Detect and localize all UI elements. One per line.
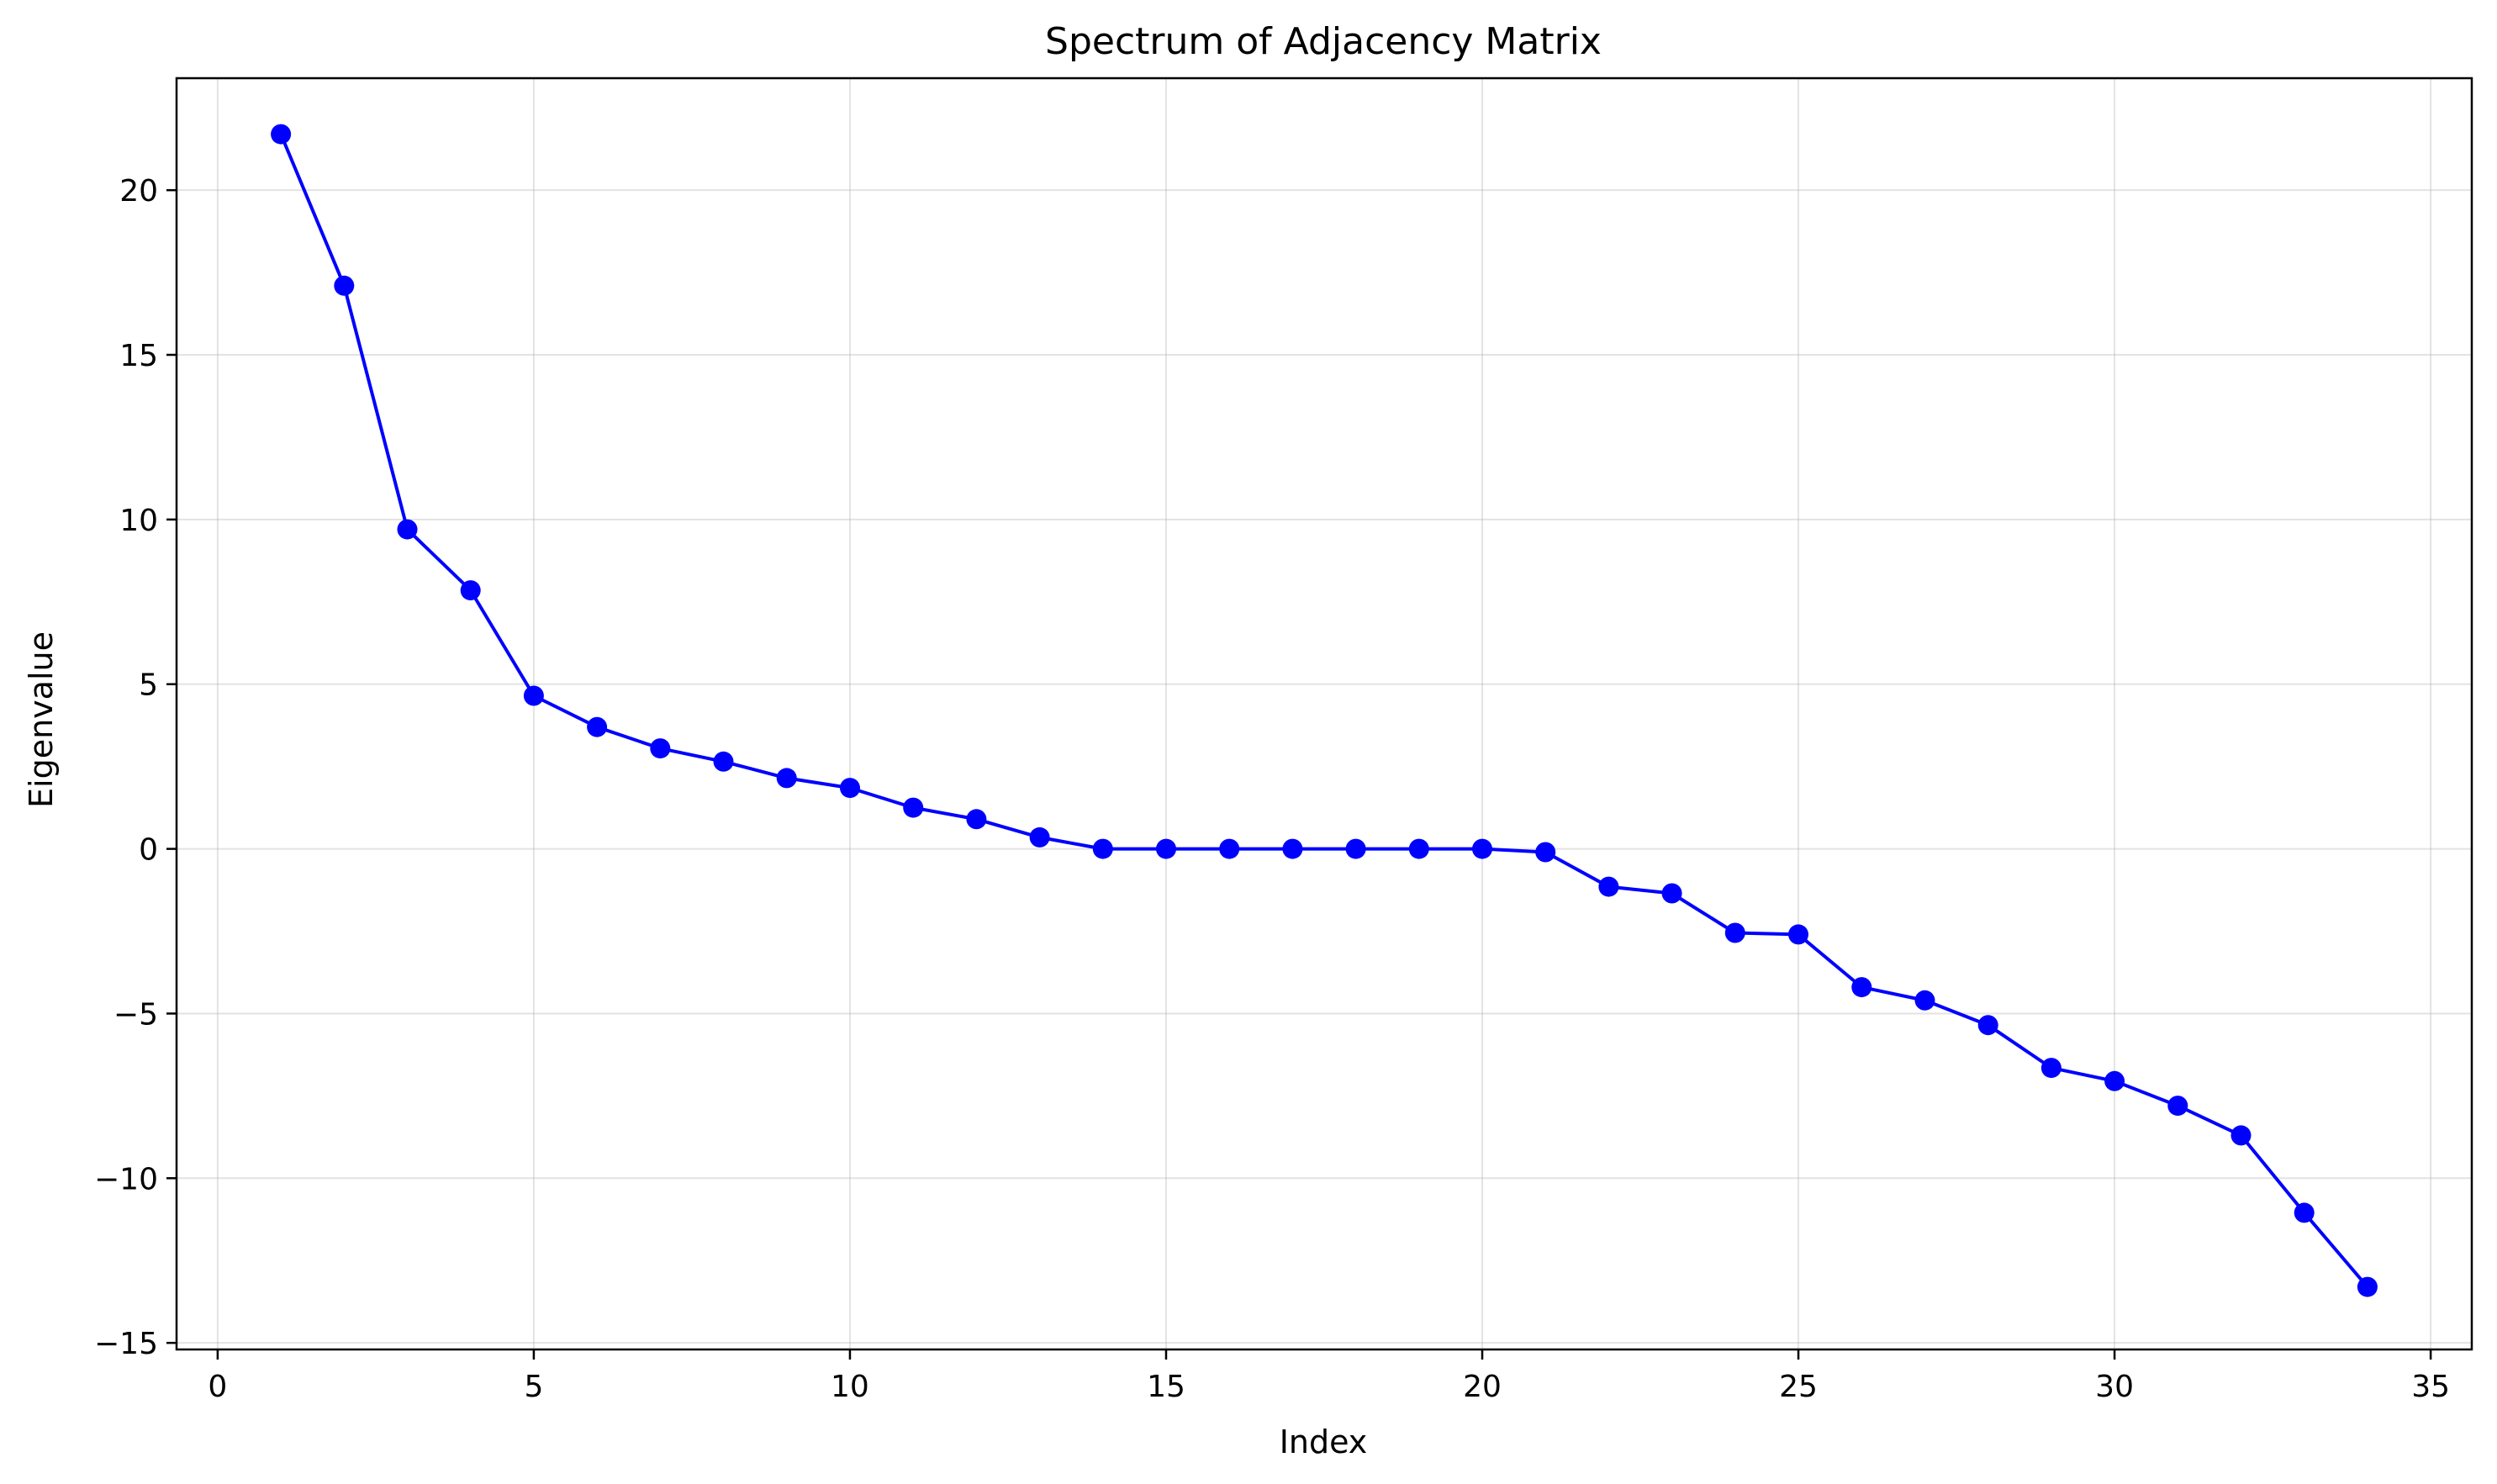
plot-frame bbox=[175, 77, 2473, 1351]
data-point bbox=[903, 797, 924, 818]
data-point bbox=[1219, 838, 1240, 859]
axis-ticks: 0 5 10 15 20 25 30 35 −15 −10 −5 0 5 10 15 20 bbox=[94, 174, 2450, 1404]
data-point bbox=[1788, 924, 1808, 945]
data-point bbox=[271, 124, 292, 145]
x-tick-label: 35 bbox=[2411, 1370, 2450, 1404]
x-tick-label: 30 bbox=[2095, 1370, 2134, 1404]
y-tick-label: 20 bbox=[119, 174, 158, 209]
y-tick-label: −5 bbox=[114, 997, 158, 1032]
data-point bbox=[776, 768, 797, 789]
data-point bbox=[713, 751, 734, 772]
series-layer bbox=[271, 124, 2378, 1297]
y-tick-label: 0 bbox=[139, 833, 158, 868]
x-tick-label: 10 bbox=[831, 1370, 869, 1404]
x-tick-label: 5 bbox=[524, 1370, 543, 1404]
data-point bbox=[1282, 838, 1303, 859]
y-tick-label: −15 bbox=[94, 1327, 158, 1361]
data-point bbox=[1914, 990, 1935, 1011]
data-point bbox=[2104, 1070, 2125, 1091]
x-tick-label: 25 bbox=[1779, 1370, 1818, 1404]
data-point bbox=[1724, 922, 1745, 943]
data-point bbox=[1977, 1015, 1998, 1036]
data-point bbox=[1029, 826, 1050, 848]
data-point bbox=[334, 275, 355, 296]
data-point bbox=[1661, 883, 1682, 904]
series-line bbox=[279, 133, 2369, 1288]
data-point bbox=[1156, 838, 1176, 859]
data-point bbox=[1408, 838, 1429, 859]
data-point bbox=[2040, 1058, 2061, 1079]
data-point bbox=[650, 738, 671, 759]
data-point bbox=[587, 716, 608, 737]
x-tick-label: 0 bbox=[208, 1370, 227, 1404]
data-point bbox=[1472, 838, 1492, 859]
data-point bbox=[1598, 876, 1619, 897]
data-point bbox=[1851, 977, 1872, 998]
data-point bbox=[2357, 1276, 2378, 1297]
chart-title: Spectrum of Adjacency Matrix bbox=[1045, 20, 1602, 63]
y-tick-label: 15 bbox=[119, 339, 158, 373]
x-tick-label: 20 bbox=[1463, 1370, 1502, 1404]
y-tick-label: 10 bbox=[119, 504, 158, 538]
x-tick-label: 15 bbox=[1147, 1370, 1185, 1404]
data-point bbox=[460, 580, 481, 601]
data-point bbox=[1092, 838, 1113, 859]
data-point bbox=[2230, 1125, 2252, 1146]
data-point bbox=[397, 519, 418, 540]
y-tick-label: −10 bbox=[94, 1162, 158, 1196]
grid-lines bbox=[177, 78, 2472, 1349]
data-point bbox=[523, 685, 544, 706]
x-axis-label: Index bbox=[1280, 1423, 1368, 1460]
data-point bbox=[2167, 1096, 2188, 1117]
data-point bbox=[1345, 838, 1366, 859]
y-axis-label: Eigenvalue bbox=[23, 631, 60, 808]
data-point bbox=[840, 778, 860, 799]
data-point bbox=[966, 809, 987, 830]
data-point bbox=[1535, 842, 1556, 863]
y-tick-label: 5 bbox=[139, 668, 158, 703]
data-point bbox=[2294, 1202, 2315, 1223]
